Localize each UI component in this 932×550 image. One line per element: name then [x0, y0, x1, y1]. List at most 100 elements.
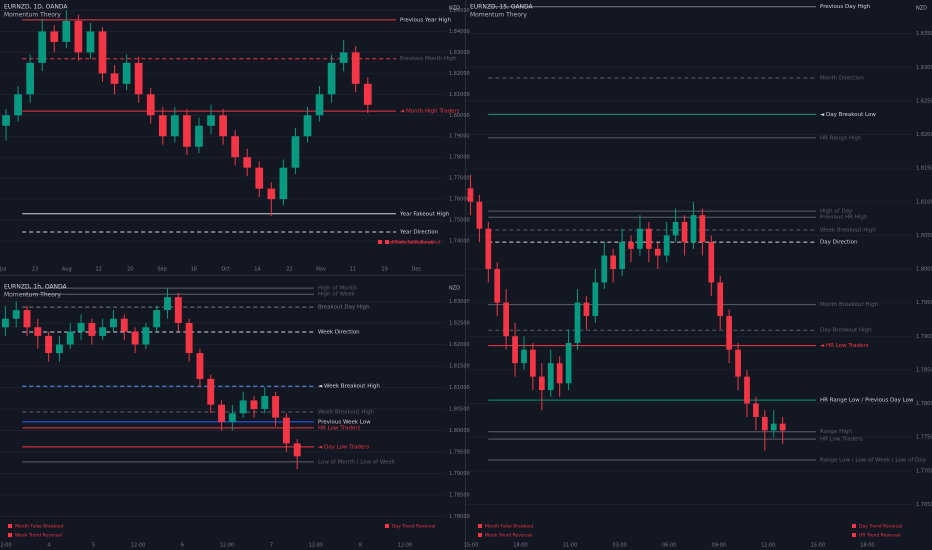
candle-body: [231, 136, 239, 158]
y-tick-label: 1.79000: [916, 334, 932, 340]
candle-body: [170, 115, 179, 137]
y-tick-label: 1.78000: [449, 514, 470, 520]
candle-body: [74, 20, 83, 53]
y-tick-label: 1.78000: [449, 155, 470, 161]
y-tick-label: 1.84000: [449, 29, 470, 35]
y-tick-label: 1.78500: [916, 367, 932, 373]
candle-body: [131, 331, 139, 345]
candle-body: [66, 331, 74, 345]
time-label: 23: [32, 267, 38, 273]
legend-swatch: [478, 524, 482, 528]
candle-body: [467, 188, 474, 202]
y-tick-label: 1.77000: [449, 176, 470, 182]
legend-label: Day Trend Reversal: [859, 524, 902, 530]
candle-body: [158, 115, 167, 137]
time-label: 03:00: [612, 543, 626, 549]
candle-body: [282, 417, 290, 444]
time-label: 6: [181, 543, 184, 549]
y-tick-label: 1.78500: [449, 493, 470, 499]
level-label: HR Range Low / Previous Day Low: [820, 398, 914, 404]
candle-body: [690, 215, 697, 243]
candle-body: [538, 376, 545, 391]
candle-body: [55, 344, 63, 354]
candle-body: [565, 342, 572, 384]
candle-body: [637, 228, 643, 249]
level-label: Month Direction: [820, 76, 864, 82]
candle-body: [239, 400, 247, 414]
time-label: 4: [47, 543, 50, 549]
time-label: 18:00: [513, 543, 527, 549]
candle-body: [646, 228, 652, 249]
level-label: Year Fakeout High: [399, 211, 450, 217]
candle-body: [779, 423, 786, 431]
candle-body: [753, 403, 759, 417]
level-label: Week Breakout High: [318, 410, 374, 416]
candle-body: [45, 335, 53, 354]
y-tick-label: 1.81000: [449, 385, 470, 391]
level-label: ◄ HR Low Traders: [820, 343, 869, 349]
candle-body: [530, 349, 536, 377]
candle-body: [86, 31, 95, 53]
level-label: ◄ Month High Traders: [400, 109, 460, 115]
level-label: HR Low Traders: [820, 437, 863, 443]
indicator-name: Momentum Theory: [470, 12, 527, 19]
candle-body: [26, 62, 35, 95]
candle-body: [62, 20, 71, 42]
y-tick-label: 1.79500: [916, 300, 932, 306]
legend-swatch: [8, 533, 12, 537]
time-label: 09:00: [712, 543, 726, 549]
y-tick-label: 1.81000: [916, 199, 932, 205]
time-label: 20: [127, 267, 133, 273]
level-label: High of Week: [318, 292, 355, 298]
time-label: 12:00: [131, 543, 145, 549]
legend-swatch: [852, 524, 856, 528]
candle-body: [110, 73, 119, 84]
level-label: Week Breakout High: [820, 227, 876, 233]
time-label: 12:00: [398, 543, 412, 549]
candle-body: [583, 302, 590, 317]
candle-body: [261, 396, 269, 409]
y-tick-label: 1.75000: [449, 218, 470, 224]
time-label: Aug: [62, 267, 72, 273]
y-tick-label: 1.82500: [916, 98, 932, 104]
legend-swatch: [478, 533, 482, 537]
level-label: Previous HR High: [820, 215, 868, 221]
time-label: 19: [381, 267, 387, 273]
candle-body: [547, 363, 554, 391]
level-label: Low of Month / Low of Week: [318, 459, 396, 465]
level-label: ◄ Day Breakout Low: [820, 112, 876, 118]
legend-swatch: [385, 240, 389, 244]
time-label: 12:00: [0, 543, 12, 549]
candle-body: [293, 443, 301, 457]
legend-label: Month False Breakout: [15, 524, 64, 530]
time-label: 15:00: [811, 543, 825, 549]
level-label: High of Day: [820, 209, 853, 215]
candle-body: [708, 242, 715, 283]
time-label: 15:00: [464, 543, 478, 549]
y-tick-label: 1.83000: [916, 65, 932, 71]
time-label: 8: [359, 543, 362, 549]
y-tick-label: 1.80000: [916, 267, 932, 273]
time-label: 21:00: [563, 543, 577, 549]
candle-body: [146, 94, 155, 116]
legend-label: Day Trend Reversal: [392, 524, 435, 530]
candle-body: [99, 327, 107, 336]
candle-body: [556, 363, 563, 384]
y-tick-label: 1.82500: [449, 321, 470, 327]
time-label: Dec: [412, 267, 422, 273]
candle-body: [476, 201, 483, 229]
y-tick-label: 1.80000: [449, 428, 470, 434]
y-tick-label: 1.76000: [449, 197, 470, 203]
y-tick-label: 1.74000: [449, 239, 470, 245]
legend-swatch: [852, 533, 856, 537]
symbol-title: EURNZD, 1D, OANDA: [4, 4, 68, 11]
level-label: Week Direction: [318, 330, 360, 336]
y-tick-label: 1.80500: [449, 407, 470, 413]
candle-body: [699, 215, 706, 243]
time-label: 06:00: [662, 543, 676, 549]
legend-swatch: [385, 524, 389, 528]
candle-body: [291, 136, 300, 168]
legend-label: Week Trend Reversal: [15, 533, 62, 539]
candle-body: [255, 167, 264, 189]
candle-body: [770, 423, 777, 431]
